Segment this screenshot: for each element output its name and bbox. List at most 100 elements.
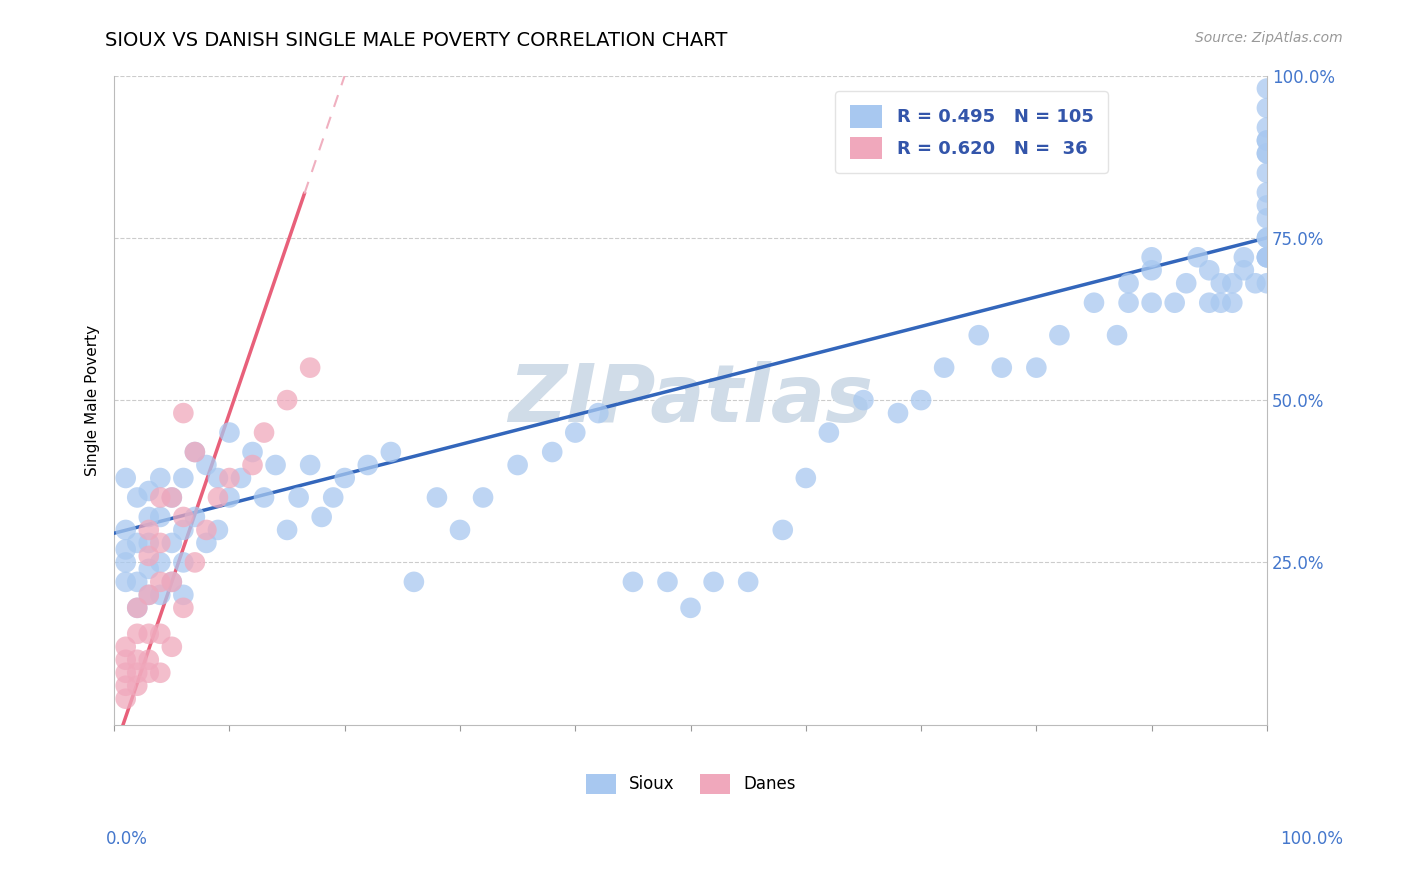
Point xyxy=(138,510,160,524)
Point xyxy=(114,471,136,485)
Point xyxy=(679,600,702,615)
Point xyxy=(703,574,725,589)
Point xyxy=(114,574,136,589)
Point xyxy=(1256,120,1278,135)
Point xyxy=(218,425,240,440)
Point xyxy=(149,491,172,505)
Text: SIOUX VS DANISH SINGLE MALE POVERTY CORRELATION CHART: SIOUX VS DANISH SINGLE MALE POVERTY CORR… xyxy=(105,31,728,50)
Point xyxy=(541,445,564,459)
Point xyxy=(449,523,471,537)
Point xyxy=(1187,250,1209,264)
Text: 0.0%: 0.0% xyxy=(105,830,148,847)
Point xyxy=(207,471,229,485)
Text: Source: ZipAtlas.com: Source: ZipAtlas.com xyxy=(1195,31,1343,45)
Point xyxy=(564,425,586,440)
Point xyxy=(172,600,194,615)
Point xyxy=(1105,328,1128,343)
Point xyxy=(322,491,344,505)
Point xyxy=(172,510,194,524)
Point xyxy=(1175,277,1198,291)
Point xyxy=(1256,250,1278,264)
Point xyxy=(1233,250,1256,264)
Point xyxy=(160,491,183,505)
Point xyxy=(621,574,644,589)
Point xyxy=(172,471,194,485)
Point xyxy=(127,600,149,615)
Point xyxy=(195,536,218,550)
Legend: Sioux, Danes: Sioux, Danes xyxy=(579,767,801,801)
Point xyxy=(149,627,172,641)
Point xyxy=(1198,295,1220,310)
Point xyxy=(138,588,160,602)
Point xyxy=(1256,133,1278,147)
Point xyxy=(852,393,875,408)
Point xyxy=(1163,295,1185,310)
Point xyxy=(402,574,425,589)
Point xyxy=(127,653,149,667)
Point xyxy=(114,691,136,706)
Point xyxy=(333,471,356,485)
Point xyxy=(207,491,229,505)
Point xyxy=(160,640,183,654)
Point xyxy=(1256,146,1278,161)
Point xyxy=(184,445,207,459)
Point xyxy=(242,458,264,472)
Point xyxy=(1256,231,1278,245)
Point xyxy=(218,491,240,505)
Point xyxy=(138,665,160,680)
Point xyxy=(149,510,172,524)
Point xyxy=(195,458,218,472)
Point xyxy=(160,491,183,505)
Point xyxy=(138,536,160,550)
Point xyxy=(1256,81,1278,95)
Point xyxy=(138,483,160,498)
Point xyxy=(818,425,841,440)
Point xyxy=(264,458,287,472)
Point xyxy=(160,536,183,550)
Point xyxy=(218,471,240,485)
Point xyxy=(1256,101,1278,115)
Point xyxy=(1256,211,1278,226)
Point xyxy=(588,406,610,420)
Point xyxy=(127,627,149,641)
Point xyxy=(127,491,149,505)
Point xyxy=(1220,295,1243,310)
Point xyxy=(127,574,149,589)
Point xyxy=(149,574,172,589)
Point xyxy=(172,588,194,602)
Point xyxy=(910,393,932,408)
Point xyxy=(887,406,910,420)
Point xyxy=(772,523,794,537)
Point xyxy=(114,679,136,693)
Point xyxy=(1140,250,1163,264)
Point xyxy=(1256,186,1278,200)
Point xyxy=(138,588,160,602)
Point xyxy=(1209,277,1232,291)
Point xyxy=(991,360,1014,375)
Point xyxy=(1220,277,1243,291)
Point xyxy=(506,458,529,472)
Text: ZIPatlas: ZIPatlas xyxy=(508,361,873,439)
Point xyxy=(1256,146,1278,161)
Point xyxy=(114,555,136,569)
Point xyxy=(967,328,990,343)
Point xyxy=(127,536,149,550)
Point xyxy=(253,491,276,505)
Point xyxy=(114,542,136,557)
Point xyxy=(149,555,172,569)
Point xyxy=(299,360,322,375)
Point xyxy=(138,653,160,667)
Point xyxy=(114,640,136,654)
Point xyxy=(1140,295,1163,310)
Point xyxy=(472,491,495,505)
Point xyxy=(357,458,380,472)
Point xyxy=(138,549,160,563)
Point xyxy=(184,445,207,459)
Point xyxy=(1118,277,1140,291)
Point xyxy=(276,393,298,408)
Point xyxy=(794,471,817,485)
Point xyxy=(242,445,264,459)
Point xyxy=(229,471,252,485)
Point xyxy=(287,491,309,505)
Point xyxy=(276,523,298,537)
